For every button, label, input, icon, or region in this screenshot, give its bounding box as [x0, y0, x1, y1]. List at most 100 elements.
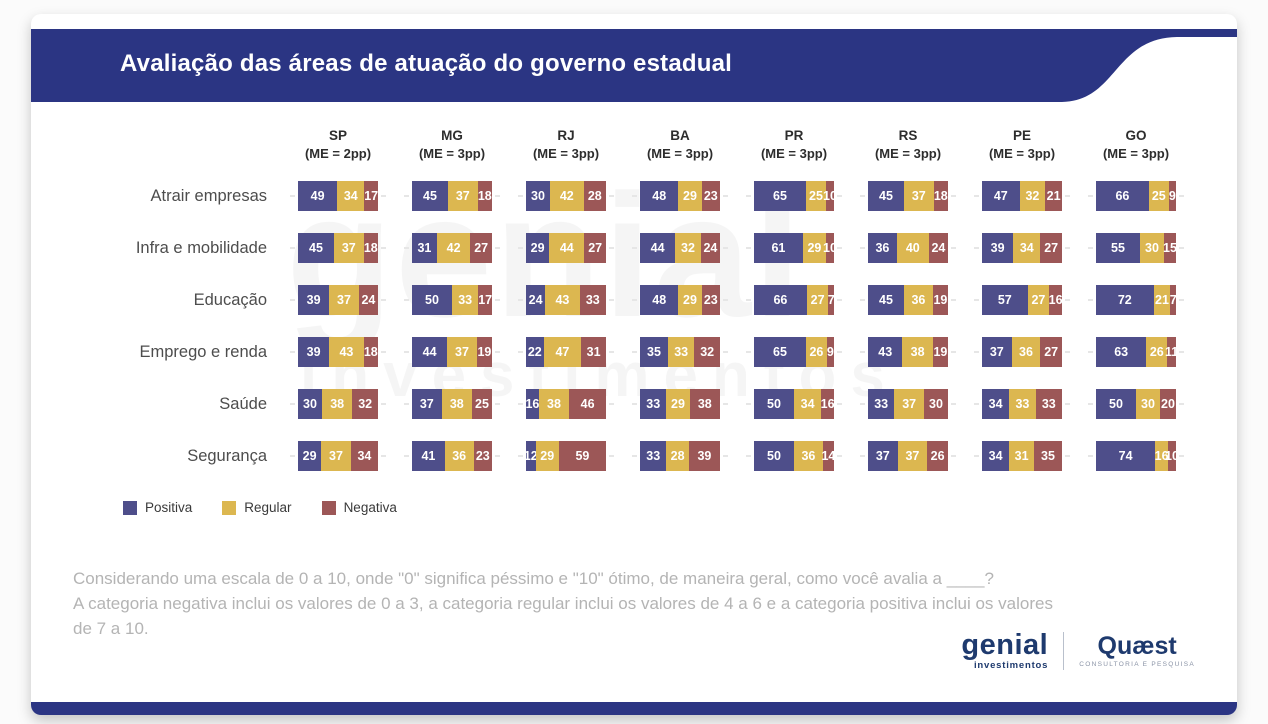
bar-segment-regular: 29 [535, 441, 559, 471]
bar-cell-pe: 47 32 21 [965, 170, 1079, 222]
stacked-bar: 61 29 10 [754, 233, 837, 263]
bar-segment-positiva: 24 [526, 285, 546, 315]
stacked-bar: 47 32 21 [982, 181, 1062, 211]
stacked-bar: 36 40 24 [868, 233, 948, 263]
bar-segment-regular: 37 [448, 181, 478, 211]
bar-segment-negativa: 28 [583, 181, 606, 211]
legend-swatch [222, 500, 237, 515]
bar-cell-ba: 33 28 39 [623, 430, 737, 482]
bar-segment-negativa: 27 [470, 233, 492, 263]
bar-cell-ba: 44 32 24 [623, 222, 737, 274]
tick-dash [950, 247, 956, 249]
bar-segment-regular: 37 [897, 441, 928, 471]
tick-dash [1088, 455, 1093, 457]
tick-dash [632, 403, 638, 405]
row-label: Educação [193, 290, 267, 309]
bar-segment-negativa: 9 [1168, 181, 1176, 211]
row-label: Atrair empresas [150, 186, 267, 205]
tick-dash [380, 351, 386, 353]
tick-dash [404, 455, 409, 457]
tick-dash [1178, 455, 1184, 457]
stacked-bar: 37 36 27 [982, 337, 1062, 367]
quaest-logo-sub: CONSULTORIA E PESQUISA [1079, 661, 1195, 669]
column-header-pe: PE (ME = 3pp) [965, 118, 1079, 170]
bar-segment-negativa: 10 [823, 233, 837, 263]
bar-segment-regular: 32 [675, 233, 701, 263]
legend-label: Regular [244, 500, 292, 515]
footnote-question: Considerando uma escala de 0 a 10, onde … [73, 569, 994, 588]
bar-segment-regular: 29 [678, 181, 702, 211]
bar-segment-regular: 16 [1155, 441, 1169, 471]
tick-dash [494, 195, 500, 197]
bar-segment-positiva: 37 [982, 337, 1012, 367]
bar-segment-positiva: 33 [868, 389, 895, 419]
stacked-bar: 33 37 30 [868, 389, 948, 419]
genial-logo-word: genial [961, 629, 1049, 661]
state-code: RS [898, 128, 918, 143]
bar-cell-ba: 33 29 38 [623, 378, 737, 430]
bar-cell-go: 63 26 11 [1079, 326, 1193, 378]
tick-dash [722, 403, 728, 405]
bar-segment-regular: 37 [447, 337, 477, 367]
bar-segment-regular: 25 [806, 181, 826, 211]
bar-cell-mg: 45 37 18 [395, 170, 509, 222]
bar-segment-regular: 32 [1019, 181, 1046, 211]
tick-dash [404, 247, 409, 249]
stacked-bar: 39 34 27 [982, 233, 1062, 263]
margin-of-error: (ME = 3pp) [532, 146, 600, 162]
bar-segment-regular: 33 [452, 285, 479, 315]
tick-dash [860, 299, 865, 301]
bar-cell-mg: 31 42 27 [395, 222, 509, 274]
tick-dash [1088, 403, 1093, 405]
tick-dash [494, 455, 500, 457]
margin-of-error: (ME = 3pp) [646, 146, 714, 162]
tick-dash [746, 247, 751, 249]
bar-segment-regular: 29 [802, 233, 826, 263]
bar-segment-positiva: 45 [868, 181, 904, 211]
tick-dash [632, 247, 638, 249]
stacked-bar: 41 36 23 [412, 441, 492, 471]
stacked-bar: 34 33 33 [982, 389, 1062, 419]
tick-dash [836, 299, 842, 301]
bar-segment-positiva: 36 [868, 233, 897, 263]
tick-dash [1064, 195, 1070, 197]
tick-dash [380, 247, 386, 249]
row-label: Emprego e renda [139, 342, 268, 361]
bar-cell-pe: 39 34 27 [965, 222, 1079, 274]
bar-cell-go: 74 16 10 [1079, 430, 1193, 482]
tick-dash [722, 455, 728, 457]
tick-dash [290, 455, 296, 457]
tick-dash [1178, 299, 1184, 301]
tick-dash [860, 247, 865, 249]
bar-segment-regular: 34 [1013, 233, 1041, 263]
bar-segment-negativa: 11 [1165, 337, 1178, 367]
tick-dash [1178, 195, 1184, 197]
margin-of-error: (ME = 3pp) [874, 146, 942, 162]
column-header-rj: RJ (ME = 3pp) [509, 118, 623, 170]
bar-segment-positiva: 37 [868, 441, 898, 471]
bar-segment-negativa: 19 [476, 337, 492, 367]
tick-dash [404, 351, 410, 353]
bar-segment-positiva: 65 [754, 337, 806, 367]
tick-dash [1178, 351, 1184, 353]
bar-segment-regular: 30 [1136, 389, 1160, 419]
tick-dash [722, 247, 728, 249]
bar-segment-regular: 25 [1148, 181, 1169, 211]
tick-dash [950, 455, 956, 457]
legend-item-positiva: Positiva [123, 500, 192, 515]
bar-cell-rj: 12 29 59 [509, 430, 623, 482]
bar-segment-negativa: 16 [821, 389, 835, 419]
bar-segment-regular: 29 [666, 389, 690, 419]
tick-dash [494, 351, 500, 353]
bar-cell-pe: 34 33 33 [965, 378, 1079, 430]
bar-segment-positiva: 43 [868, 337, 903, 367]
bar-segment-regular: 37 [894, 389, 924, 419]
tick-dash [836, 403, 842, 405]
state-code: RJ [557, 128, 575, 143]
margin-of-error: (ME = 3pp) [418, 146, 486, 162]
tick-dash [722, 299, 728, 301]
bar-segment-positiva: 48 [640, 181, 679, 211]
bar-segment-positiva: 66 [1096, 181, 1149, 211]
bar-segment-positiva: 33 [640, 389, 667, 419]
bar-segment-positiva: 33 [640, 441, 667, 471]
